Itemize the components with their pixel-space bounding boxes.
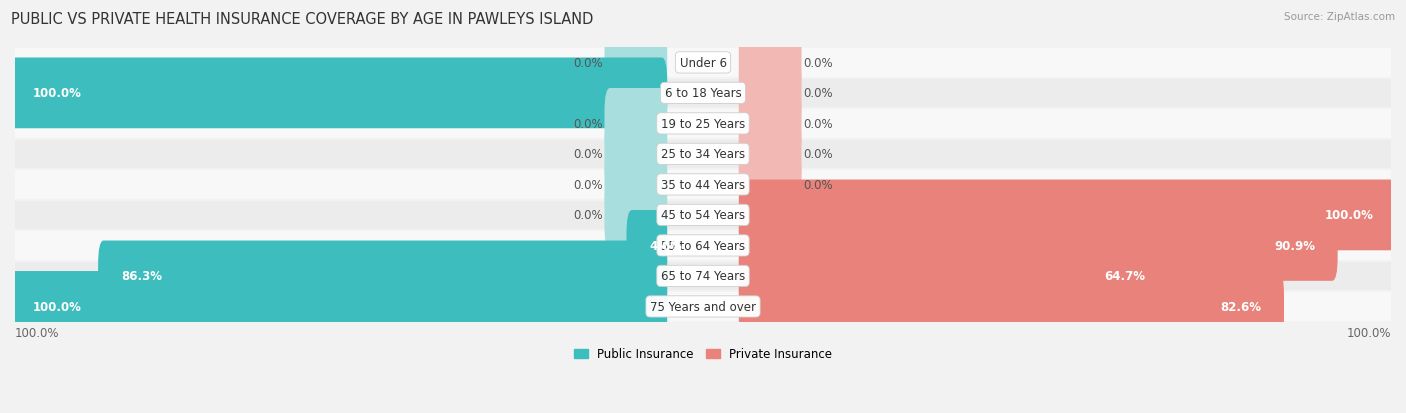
Text: 100.0%: 100.0% <box>1324 209 1374 222</box>
Text: 0.0%: 0.0% <box>574 178 603 192</box>
Text: 45 to 54 Years: 45 to 54 Years <box>661 209 745 222</box>
Text: 75 Years and over: 75 Years and over <box>650 300 756 313</box>
Legend: Public Insurance, Private Insurance: Public Insurance, Private Insurance <box>569 343 837 366</box>
Text: 0.0%: 0.0% <box>803 178 832 192</box>
Text: 0.0%: 0.0% <box>574 118 603 131</box>
Text: 0.0%: 0.0% <box>803 148 832 161</box>
Bar <box>15 232 1391 260</box>
FancyBboxPatch shape <box>10 271 668 342</box>
FancyBboxPatch shape <box>738 241 1168 311</box>
Text: 55 to 64 Years: 55 to 64 Years <box>661 240 745 252</box>
FancyBboxPatch shape <box>738 180 1396 251</box>
FancyBboxPatch shape <box>738 150 801 220</box>
FancyBboxPatch shape <box>605 89 668 159</box>
Bar <box>15 140 1391 169</box>
Text: 82.6%: 82.6% <box>1220 300 1261 313</box>
Text: 64.7%: 64.7% <box>1105 270 1146 283</box>
FancyBboxPatch shape <box>98 241 668 311</box>
Text: 6 to 18 Years: 6 to 18 Years <box>665 87 741 100</box>
Bar <box>15 79 1391 108</box>
Text: 0.0%: 0.0% <box>803 118 832 131</box>
Bar <box>15 171 1391 199</box>
FancyBboxPatch shape <box>738 89 801 159</box>
Bar <box>15 110 1391 138</box>
FancyBboxPatch shape <box>605 119 668 190</box>
Text: 0.0%: 0.0% <box>574 57 603 70</box>
Bar <box>15 49 1391 77</box>
Text: 0.0%: 0.0% <box>574 148 603 161</box>
Text: 90.9%: 90.9% <box>1274 240 1315 252</box>
FancyBboxPatch shape <box>10 58 668 129</box>
FancyBboxPatch shape <box>738 211 1337 281</box>
Text: 19 to 25 Years: 19 to 25 Years <box>661 118 745 131</box>
Text: 100.0%: 100.0% <box>32 87 82 100</box>
Text: 100.0%: 100.0% <box>15 326 59 339</box>
Text: 86.3%: 86.3% <box>121 270 162 283</box>
Text: 65 to 74 Years: 65 to 74 Years <box>661 270 745 283</box>
FancyBboxPatch shape <box>738 28 801 99</box>
FancyBboxPatch shape <box>738 271 1284 342</box>
FancyBboxPatch shape <box>605 28 668 99</box>
Text: 35 to 44 Years: 35 to 44 Years <box>661 178 745 192</box>
Text: 0.0%: 0.0% <box>574 209 603 222</box>
FancyBboxPatch shape <box>605 150 668 220</box>
Text: 100.0%: 100.0% <box>32 300 82 313</box>
FancyBboxPatch shape <box>738 58 801 129</box>
Text: 0.0%: 0.0% <box>803 57 832 70</box>
FancyBboxPatch shape <box>627 211 668 281</box>
Text: PUBLIC VS PRIVATE HEALTH INSURANCE COVERAGE BY AGE IN PAWLEYS ISLAND: PUBLIC VS PRIVATE HEALTH INSURANCE COVER… <box>11 12 593 27</box>
Bar <box>15 262 1391 290</box>
Bar <box>15 201 1391 230</box>
Text: 0.0%: 0.0% <box>803 87 832 100</box>
Text: 25 to 34 Years: 25 to 34 Years <box>661 148 745 161</box>
FancyBboxPatch shape <box>738 119 801 190</box>
Text: 4.6%: 4.6% <box>650 240 682 252</box>
FancyBboxPatch shape <box>605 180 668 251</box>
Bar <box>15 292 1391 321</box>
Text: 100.0%: 100.0% <box>1347 326 1391 339</box>
Text: Under 6: Under 6 <box>679 57 727 70</box>
Text: Source: ZipAtlas.com: Source: ZipAtlas.com <box>1284 12 1395 22</box>
